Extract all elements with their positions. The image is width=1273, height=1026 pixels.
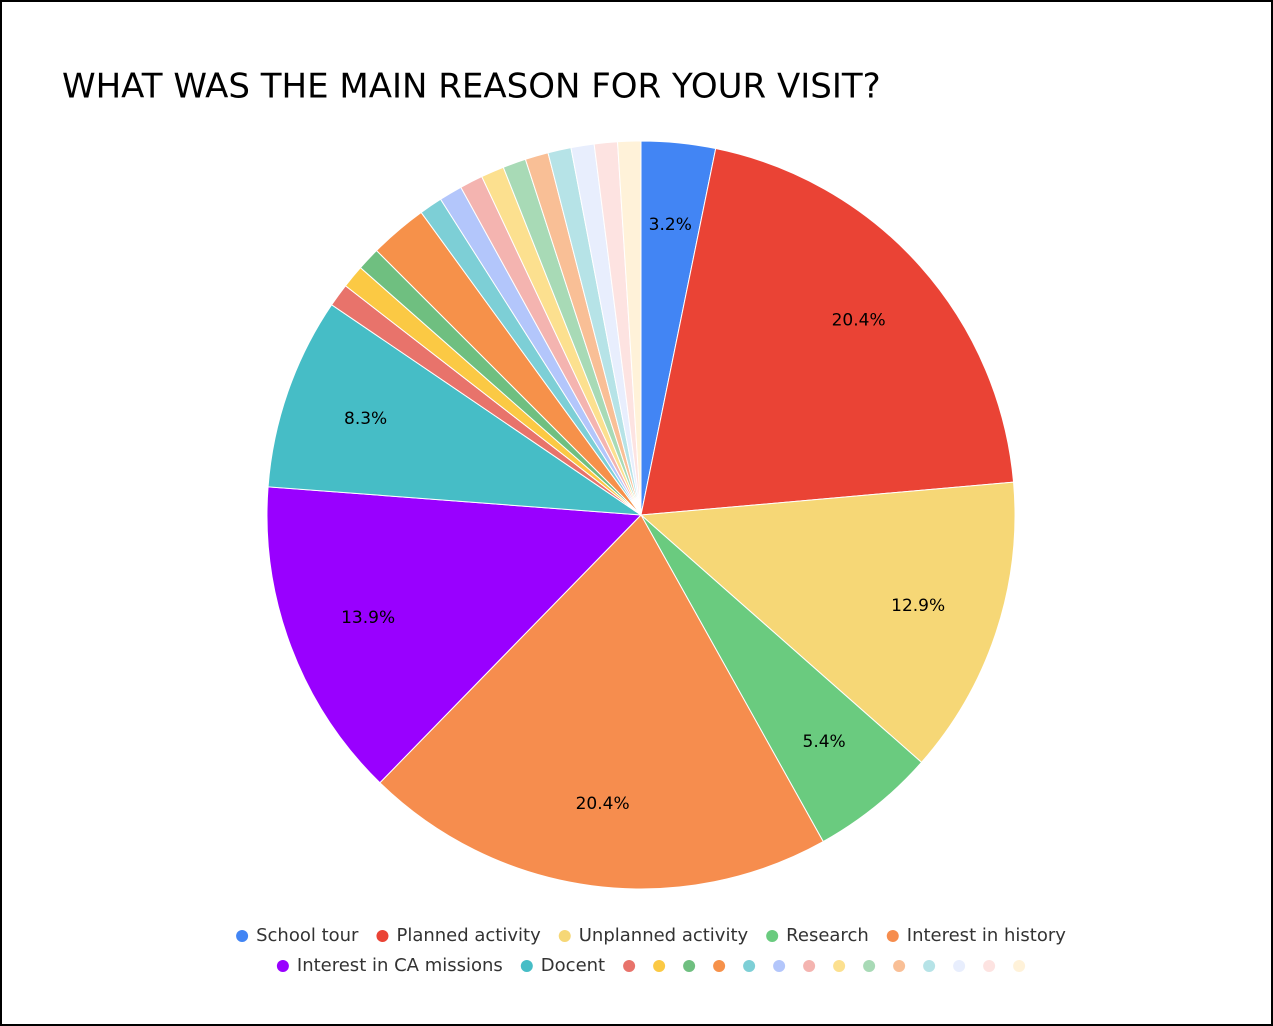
- legend-item: Research: [766, 925, 869, 946]
- pie-slice: [379, 514, 824, 890]
- legend-item: [893, 960, 906, 972]
- legend-marker: [653, 960, 666, 972]
- pie-slice: [266, 486, 643, 784]
- legend-marker: [983, 960, 996, 972]
- slice-label: 20.4%: [576, 794, 630, 814]
- pie-slice: [640, 147, 1015, 516]
- legend-marker: [863, 960, 876, 972]
- legend-marker: [743, 960, 756, 972]
- legend-item: [833, 960, 846, 972]
- legend-item: [653, 960, 666, 972]
- legend-item: [683, 960, 696, 972]
- legend-marker: [1013, 960, 1026, 972]
- slice-label: 5.4%: [803, 732, 846, 752]
- legend-item: [743, 960, 756, 972]
- legend-marker: [236, 930, 249, 942]
- legend-item: [623, 960, 636, 972]
- legend-text: Planned activity: [396, 925, 541, 946]
- chart-title: WHAT WAS THE MAIN REASON FOR YOUR VISIT?: [62, 67, 881, 107]
- legend-marker: [713, 960, 726, 972]
- legend-marker: [558, 930, 571, 942]
- pie-slice: [616, 140, 642, 516]
- slice-label: 20.4%: [832, 311, 886, 331]
- legend-item: Unplanned activity: [558, 925, 749, 946]
- legend-text: Unplanned activity: [579, 925, 749, 946]
- legend-item: [773, 960, 786, 972]
- legend-item: [863, 960, 876, 972]
- legend-text: Research: [786, 925, 869, 946]
- legend-marker: [886, 930, 899, 942]
- legend-marker: [520, 960, 533, 972]
- legend-marker: [766, 930, 779, 942]
- legend-item: Interest in history: [886, 925, 1066, 946]
- pie-slice: [267, 304, 643, 516]
- legend-marker: [893, 960, 906, 972]
- slice-label: 8.3%: [344, 409, 387, 429]
- legend-marker: [833, 960, 846, 972]
- legend-item: [923, 960, 936, 972]
- legend-text: Docent: [541, 955, 605, 976]
- legend-text: Interest in history: [907, 925, 1066, 946]
- slice-label: 3.2%: [649, 215, 692, 235]
- legend-text: School tour: [256, 925, 359, 946]
- legend-marker: [953, 960, 966, 972]
- legend-item: [983, 960, 996, 972]
- legend-marker: [683, 960, 696, 972]
- legend-marker: [923, 960, 936, 972]
- legend-text: Interest in CA missions: [297, 955, 503, 976]
- legend-item: School tour: [236, 925, 359, 946]
- pie-slice: [639, 481, 1016, 764]
- legend-item: Docent: [520, 955, 605, 976]
- legend-marker: [276, 960, 289, 972]
- legend-marker: [803, 960, 816, 972]
- legend-item: [803, 960, 816, 972]
- legend-item: [713, 960, 726, 972]
- legend-item: Interest in CA missions: [276, 955, 503, 976]
- legend-item: Planned activity: [376, 925, 541, 946]
- legend-marker: [623, 960, 636, 972]
- legend-item: [1013, 960, 1026, 972]
- legend-marker: [773, 960, 786, 972]
- legend-item: [953, 960, 966, 972]
- slice-label: 13.9%: [341, 608, 395, 628]
- legend-marker: [376, 930, 389, 942]
- slice-label: 12.9%: [891, 596, 945, 616]
